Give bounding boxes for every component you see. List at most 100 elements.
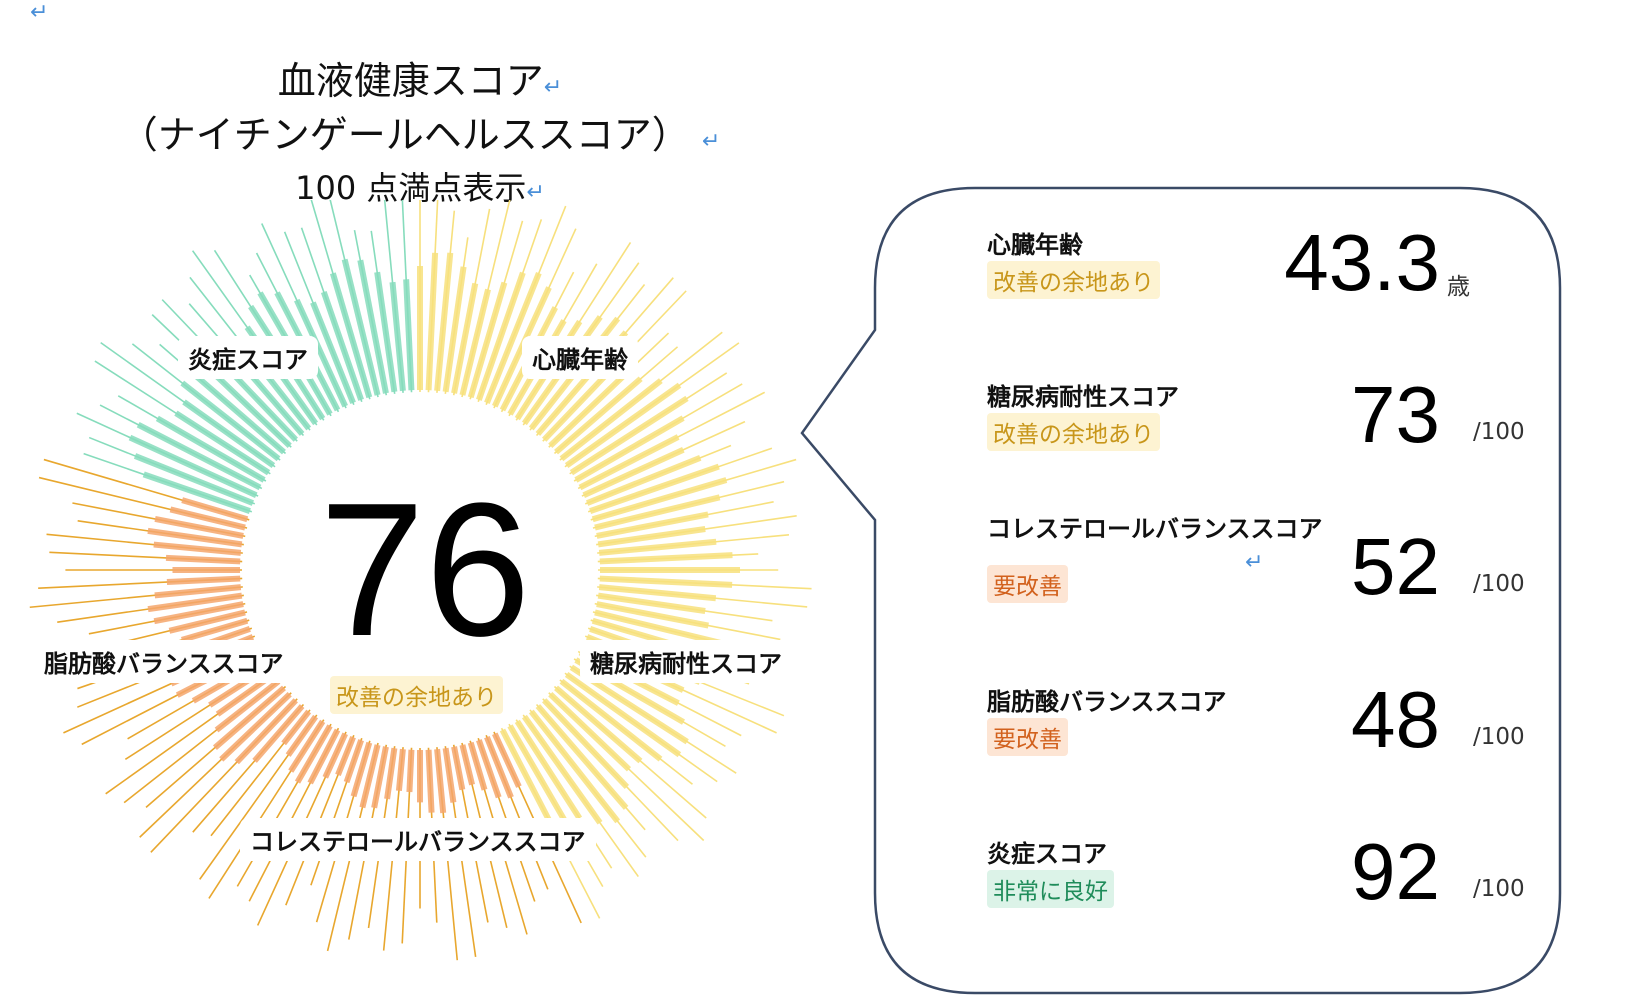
score-unit: /100	[1473, 876, 1525, 902]
radial-bar-inflammation	[310, 301, 356, 405]
radial-bar-cholesterol	[285, 714, 319, 757]
radial-bar-heart	[569, 395, 689, 476]
page-subtitle: （ナイチンゲールヘルススコア） ↵	[0, 104, 840, 159]
radial-bar-cholesterol	[288, 719, 326, 773]
return-mark: ↵	[543, 75, 563, 100]
radial-bar-heart	[578, 434, 680, 491]
radial-bar-fatty	[165, 554, 241, 565]
score-status-badge: 改善の余地あり	[987, 261, 1160, 299]
radial-bar-cholesterol	[459, 744, 475, 786]
score-unit: 歳	[1447, 274, 1470, 300]
score-value: 92	[1351, 827, 1440, 916]
radial-bar-heart	[585, 455, 702, 506]
radial-bar-diabetes	[559, 678, 663, 762]
radial-bar-fatty	[181, 497, 249, 523]
score-unit: /100	[1473, 724, 1525, 750]
radial-bar-fatty	[169, 506, 246, 531]
radial-bar-cholesterol	[434, 748, 447, 814]
segment-label-diabetes: 糖尿病耐性スコア	[580, 640, 792, 683]
radial-bar-cholesterol	[442, 747, 457, 803]
radial-bar-fatty	[168, 609, 246, 634]
radial-bar-cholesterol	[359, 744, 381, 809]
score-name: コレステロールバランススコア	[987, 515, 1323, 543]
radial-bar-inflammation	[155, 415, 266, 483]
radial-bar-heart	[548, 368, 631, 448]
return-mark: ↵	[526, 180, 545, 205]
radial-bar-heart	[591, 477, 728, 523]
score-status-badge: 改善の余地あり	[987, 413, 1160, 451]
score-status-badge: 要改善	[987, 718, 1068, 756]
radial-bar-heart	[467, 281, 508, 399]
radial-bar-cholesterol	[307, 728, 341, 785]
radial-bar-inflammation	[182, 399, 276, 469]
radial-bar-heart	[598, 538, 717, 556]
score-value: 48	[1351, 675, 1440, 764]
radial-bar-fatty	[153, 601, 244, 625]
radial-bar-diabetes	[499, 728, 559, 835]
score-name: 脂肪酸バランススコア	[987, 688, 1227, 716]
radial-bar-inflammation	[374, 271, 398, 393]
radial-bar-fatty	[180, 617, 249, 643]
segment-label-cholesterol: コレステロールバランススコア	[240, 818, 596, 861]
return-mark: ↵	[701, 129, 721, 154]
segment-label-heart-age: 心臓年齢	[522, 336, 638, 379]
radial-bar-cholesterol	[484, 735, 514, 799]
radial-bar-inflammation	[174, 410, 271, 476]
radial-bar-heart	[476, 271, 526, 401]
radial-bar-cholesterol	[492, 732, 522, 788]
radial-bar-heart	[492, 286, 552, 408]
radial-bar-diabetes	[521, 714, 603, 825]
page-title: 血液健康スコア↵	[0, 50, 840, 105]
radial-bar-diabetes	[507, 724, 567, 821]
radial-bar-cholesterol	[335, 735, 356, 776]
radial-bar-heart	[459, 288, 491, 396]
radial-bar-cholesterol	[425, 749, 435, 813]
score-status-badge: 非常に良好	[987, 870, 1114, 908]
score-value: 52	[1351, 522, 1440, 611]
score-row-heart-age: 心臓年齢 改善の余地あり 43.3 歳	[0, 218, 1652, 355]
radial-bar-cholesterol	[350, 741, 373, 798]
radial-bar-heart	[594, 494, 721, 531]
radial-bar-inflammation	[294, 298, 348, 408]
radial-bar-heart	[582, 447, 685, 498]
score-name: 炎症スコア	[987, 840, 1107, 868]
radial-bar-inflammation	[136, 422, 262, 491]
radial-bar-heart	[598, 584, 717, 602]
radial-bar-inflammation	[320, 291, 364, 401]
radial-bar-cholesterol	[406, 749, 415, 793]
radial-bar-fatty	[154, 584, 242, 599]
score-value: 73	[1351, 370, 1440, 459]
radial-bar-heart	[434, 252, 454, 392]
radial-bar-inflammation	[389, 281, 406, 392]
radial-bar-heart	[599, 552, 733, 565]
radial-bar-heart	[564, 382, 682, 469]
radial-bar-inflammation	[180, 380, 281, 462]
radial-bar-inflammation	[357, 259, 389, 394]
return-mark: ↵	[1245, 550, 1264, 575]
radial-bar-heart	[425, 252, 439, 391]
segment-label-fatty-acid: 脂肪酸バランススコア	[34, 640, 294, 683]
score-name: 心臓年齢	[987, 231, 1083, 259]
radial-bar-fatty	[214, 678, 281, 733]
score-status-badge: 要改善	[987, 565, 1068, 603]
radial-bar-inflammation	[329, 272, 373, 399]
radial-bar-diabetes	[514, 719, 583, 820]
radial-bar-heart	[597, 526, 706, 548]
radial-bar-fatty	[147, 527, 243, 548]
score-row-inflammation: 炎症スコア 非常に良好 92 /100	[0, 827, 1652, 964]
radial-bar-heart	[442, 266, 467, 393]
radial-bar-fatty	[153, 541, 242, 556]
title-line-1: 血液健康スコア	[277, 59, 544, 103]
radial-bar-inflammation	[133, 453, 255, 506]
radial-bar-cholesterol	[294, 724, 333, 784]
radial-bar-diabetes	[564, 671, 682, 758]
radial-bar-heart	[589, 463, 720, 514]
title-line-3: 100 点満点表示	[295, 169, 527, 207]
score-row-cholesterol: コレステロールバランススコア 要改善 52 /100	[0, 509, 1652, 639]
radial-bar-cholesterol	[281, 709, 312, 746]
radial-bar-heart	[599, 575, 733, 588]
radial-bar-heart	[596, 601, 709, 629]
radial-bar-cholesterol	[395, 748, 406, 792]
radial-bar-inflammation	[341, 258, 381, 396]
radial-bar-fatty	[212, 685, 286, 750]
